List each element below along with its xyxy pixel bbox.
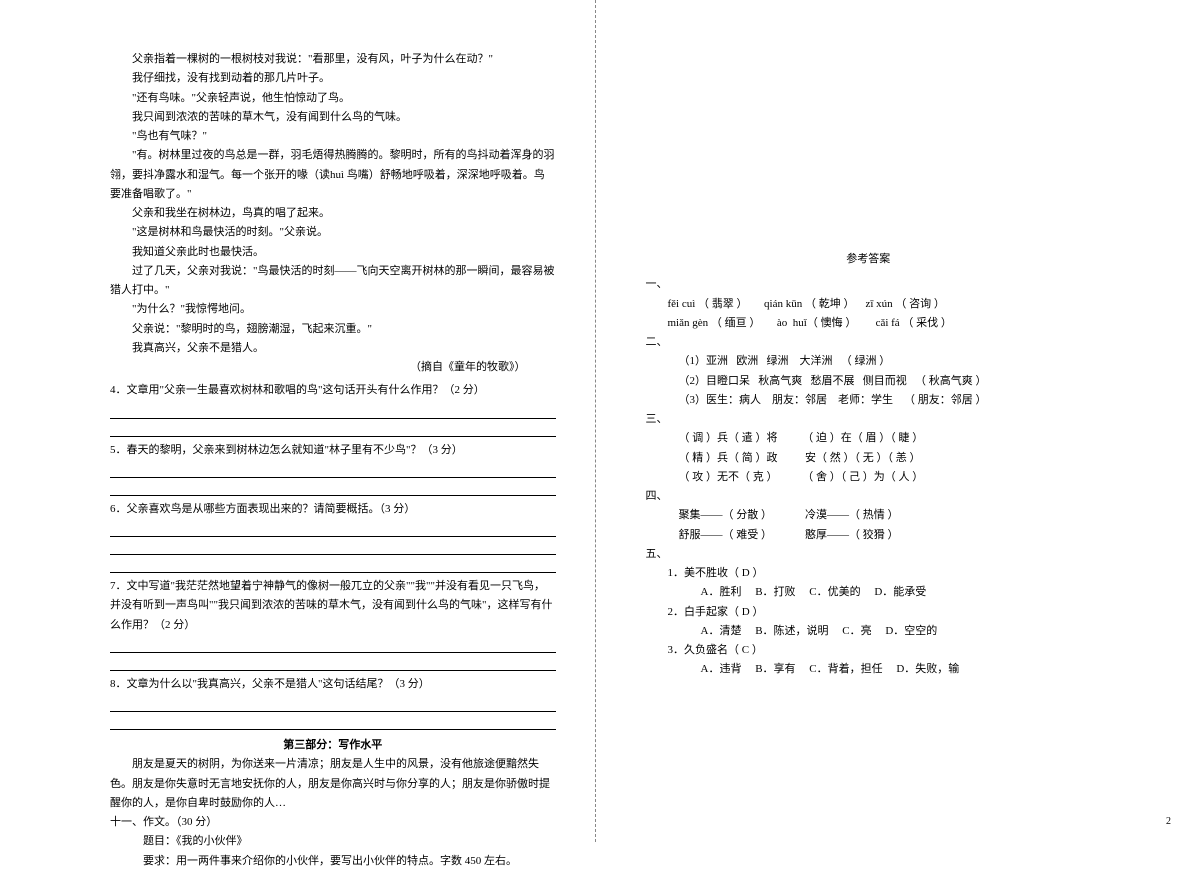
answer-row: （ 调 ）兵（ 遣 ）将 （ 迫 ）在（ 眉 ）（ 睫 ） [679, 429, 1092, 448]
answer-q: 2．白手起家（ D ） [668, 603, 1092, 622]
question-4: 4．文章用"父亲一生最喜欢树林和歌唱的鸟"这句话开头有什么作用？（2 分） [110, 381, 556, 400]
essay-requirement: 要求：用一两件事来介绍你的小伙伴，要写出小伙伴的特点。字数 450 左右。 [110, 852, 556, 871]
answer-row: （ 精 ）兵（ 简 ）政 安（ 然 ）（ 无 ）（ 恙 ） [679, 449, 1092, 468]
essay-prompt: 朋友是夏天的树阴，为你送来一片清凉；朋友是人生中的风景，没有他旅途便黯然失色。朋… [110, 755, 556, 813]
page-number: 2 [1166, 813, 1171, 831]
answer-options: A．清楚 B．陈述，说明 C．亮 D．空空的 [701, 622, 1092, 641]
section-4: 四、 [646, 487, 1092, 506]
passage-line: "为什么？"我惊愕地问。 [110, 300, 556, 319]
answer-blank [110, 695, 556, 712]
section-3-title: 第三部分：写作水平 [110, 736, 556, 755]
answer-row: （3）医生：病人 朋友：邻居 老师：学生 （ 朋友：邻居 ） [679, 391, 1092, 410]
left-column: 父亲指着一棵树的一根树枝对我说："看那里，没有风，叶子为什么在动？" 我仔细找，… [0, 0, 586, 842]
answer-q: 1．美不胜收（ D ） [668, 564, 1092, 583]
passage-line: 父亲指着一棵树的一根树枝对我说："看那里，没有风，叶子为什么在动？" [110, 50, 556, 69]
answer-blank [110, 636, 556, 653]
question-8: 8．文章为什么以"我真高兴，父亲不是猎人"这句话结尾？（3 分） [110, 675, 556, 694]
question-6: 6．父亲喜欢鸟是从哪些方面表现出来的？请简要概括。（3 分） [110, 500, 556, 519]
passage-line: 我知道父亲此时也最快活。 [110, 243, 556, 262]
answer-blank [110, 479, 556, 496]
passage-line: "有。树林里过夜的鸟总是一群，羽毛焐得热腾腾的。黎明时，所有的鸟抖动着浑身的羽翎… [110, 146, 556, 204]
passage-line: "鸟也有气味？" [110, 127, 556, 146]
passage-line: 我真高兴，父亲不是猎人。 [110, 339, 556, 358]
answer-blank [110, 520, 556, 537]
section-5: 五、 [646, 545, 1092, 564]
answer-row: （1）亚洲 欧洲 绿洲 大洋洲 （ 绿洲 ） [679, 352, 1092, 371]
question-5: 5．春天的黎明，父亲来到树林边怎么就知道"林子里有不少鸟"？（3 分） [110, 441, 556, 460]
answer-row: fěi cuì （ 翡翠 ） qián kūn （ 乾坤 ） zī xún （ … [668, 295, 1092, 314]
passage-line: 父亲和我坐在树林边，鸟真的唱了起来。 [110, 204, 556, 223]
answer-blank [110, 461, 556, 478]
passage-line: 过了几天，父亲对我说："鸟最快活的时刻——飞向天空离开树林的那一瞬间，最容易被猎… [110, 262, 556, 301]
answer-q: 3．久负盛名（ C ） [668, 641, 1092, 660]
section-2: 二、 [646, 333, 1092, 352]
passage-line: 我仔细找，没有找到动着的那几片叶子。 [110, 69, 556, 88]
answer-key-title: 参考答案 [646, 250, 1092, 269]
passage-line: 父亲说："黎明时的鸟，翅膀潮湿，飞起来沉重。" [110, 320, 556, 339]
answer-row: （2）目瞪口呆 秋高气爽 愁眉不展 侧目而视 （ 秋高气爽 ） [679, 372, 1092, 391]
answer-blank [110, 713, 556, 730]
answer-blank [110, 538, 556, 555]
section-1: 一、 [646, 275, 1092, 294]
question-11: 十一、作文。（30 分） [110, 813, 556, 832]
passage-line: 我只闻到浓浓的苦味的草木气，没有闻到什么鸟的气味。 [110, 108, 556, 127]
passage-line: "这是树林和鸟最快活的时刻。"父亲说。 [110, 223, 556, 242]
answer-blank [110, 654, 556, 671]
answer-blank [110, 402, 556, 419]
answer-row: 聚集——（ 分散 ） 冷漠——（ 热情 ） [679, 506, 1092, 525]
answer-options: A．胜利 B．打败 C．优美的 D．能承受 [701, 583, 1092, 602]
answer-row: （ 攻 ）无不（ 克 ） （ 舍 ）（ 己 ）为（ 人 ） [679, 468, 1092, 487]
passage-line: "还有鸟味。"父亲轻声说，他生怕惊动了鸟。 [110, 89, 556, 108]
section-3: 三、 [646, 410, 1092, 429]
answer-blank [110, 420, 556, 437]
right-column: 参考答案 一、 fěi cuì （ 翡翠 ） qián kūn （ 乾坤 ） z… [586, 0, 1191, 842]
answer-row: miǎn gèn （ 缅亘 ） ào huǐ（ 懊悔 ） cǎi fá （ 采伐… [668, 314, 1092, 333]
question-7: 7．文中写道"我茫茫然地望着宁神静气的像树一般兀立的父亲""我""并没有看见一只… [110, 577, 556, 635]
answer-row: 舒服——（ 难受 ） 憨厚——（ 狡猾 ） [679, 526, 1092, 545]
answer-options: A．违背 B．享有 C．背着，担任 D．失败，输 [701, 660, 1092, 679]
answer-blank [110, 556, 556, 573]
source-citation: （摘自《童年的牧歌》） [110, 358, 556, 377]
